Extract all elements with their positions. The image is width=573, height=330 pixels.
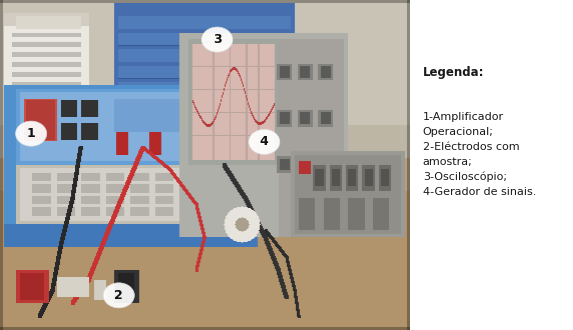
Text: 3: 3 [213,33,221,46]
Circle shape [202,27,233,52]
Text: 1-Amplificador
Operacional;
2-Eléctrodos com
amostra;
3-Osciloscópio;
4-Gerador : 1-Amplificador Operacional; 2-Eléctrodos… [423,112,536,197]
Circle shape [15,121,47,146]
Text: 2: 2 [115,289,123,302]
Circle shape [249,129,280,154]
Circle shape [103,283,135,308]
Text: Legenda:: Legenda: [423,66,484,79]
Text: 1: 1 [27,127,36,140]
Text: 4: 4 [260,135,269,148]
